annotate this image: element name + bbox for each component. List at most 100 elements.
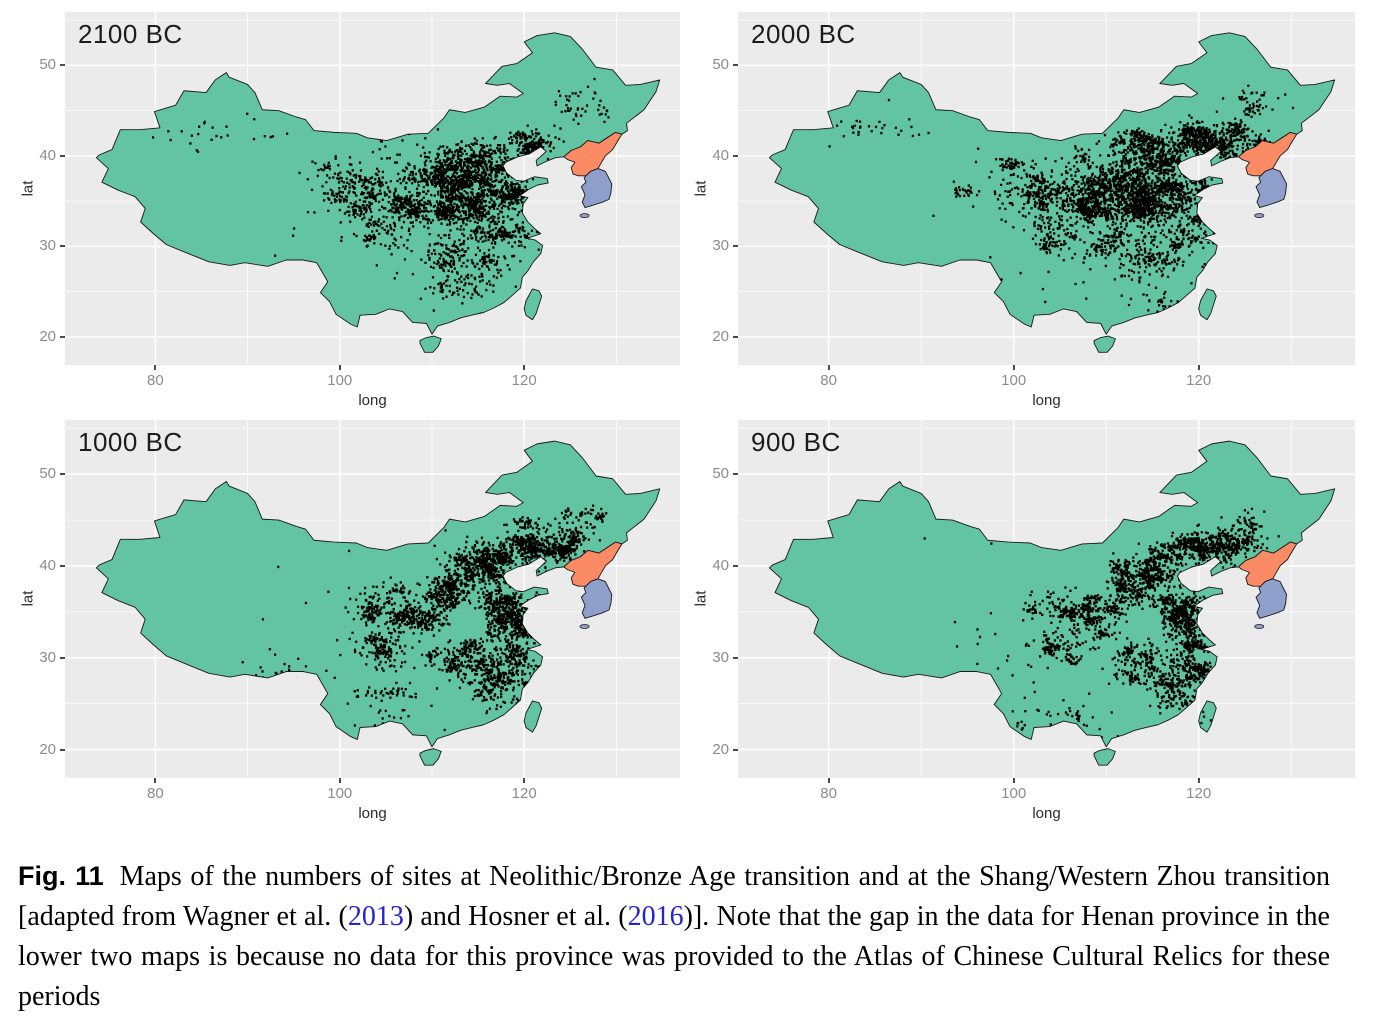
x-tick-label: 120	[1186, 372, 1212, 389]
panel-title: 900 BC	[751, 427, 841, 457]
y-tick-label: 30	[39, 237, 56, 255]
map-svg	[738, 420, 1355, 778]
x-tick-label: 80	[147, 785, 164, 802]
y-tick-mark	[733, 473, 738, 476]
x-tick-mark	[827, 365, 830, 370]
y-tick-label: 30	[39, 648, 56, 666]
caption-text: Maps of the numbers of sites at Neolithi…	[18, 861, 1330, 932]
y-tick-label: 40	[712, 146, 729, 164]
x-tick-mark	[338, 778, 341, 783]
y-tick-label: 30	[712, 237, 729, 255]
x-axis-label: long	[1032, 805, 1061, 822]
hainan-shape	[1093, 748, 1116, 766]
x-tick-mark	[523, 778, 526, 783]
x-tick-mark	[1197, 365, 1200, 370]
y-tick-mark	[733, 748, 738, 751]
y-tick-mark	[60, 335, 65, 338]
y-tick-mark	[733, 564, 738, 567]
y-tick-label: 40	[39, 146, 56, 164]
y-tick-mark	[60, 154, 65, 157]
y-tick-label: 50	[39, 56, 56, 74]
x-tick-mark	[1012, 778, 1015, 783]
x-tick-label: 120	[511, 785, 537, 802]
y-axis-label: lat	[692, 590, 710, 607]
x-tick-mark	[1012, 365, 1015, 370]
figure-caption: Fig. 11 Maps of the numbers of sites at N…	[18, 856, 1330, 1017]
citation-link[interactable]: 2013	[347, 901, 404, 932]
jeju-island-shape	[579, 213, 590, 219]
north-korea-shape	[1237, 541, 1298, 587]
x-tick-label: 120	[511, 372, 537, 389]
jeju-island-shape	[579, 624, 590, 629]
y-tick-label: 40	[39, 556, 56, 574]
map-panel-1000bc: 1000 BC 50 40 30 20 80 100 120 lat long	[18, 408, 680, 826]
map-plot-area	[65, 12, 680, 365]
panel-title: 2000 BC	[751, 19, 856, 49]
hainan-shape	[1093, 335, 1116, 353]
map-plot-area	[65, 420, 680, 778]
x-tick-label: 100	[327, 372, 353, 389]
y-axis-label: lat	[19, 180, 37, 196]
x-tick-mark	[523, 365, 526, 370]
panel-title: 1000 BC	[78, 427, 183, 457]
south-korea-shape	[580, 578, 613, 619]
map-svg	[65, 420, 680, 778]
x-tick-label: 80	[147, 372, 164, 389]
caption-text: ) and Hosner et al. (	[403, 901, 628, 932]
map-svg	[738, 12, 1355, 365]
x-axis-label: long	[358, 805, 387, 822]
x-tick-label: 80	[820, 372, 837, 389]
x-tick-label: 100	[1001, 785, 1027, 802]
site-dots	[151, 77, 610, 315]
china-shape	[95, 32, 661, 335]
south-korea-shape	[1255, 168, 1288, 208]
y-tick-label: 20	[712, 740, 729, 758]
y-tick-mark	[60, 564, 65, 567]
x-tick-mark	[154, 365, 157, 370]
y-tick-label: 50	[712, 56, 729, 74]
y-tick-mark	[60, 245, 65, 248]
y-tick-mark	[733, 335, 738, 338]
x-tick-mark	[154, 778, 157, 783]
taiwan-shape	[523, 288, 543, 321]
south-korea-shape	[580, 168, 613, 208]
y-tick-mark	[733, 245, 738, 248]
x-tick-mark	[827, 778, 830, 783]
y-tick-mark	[60, 473, 65, 476]
taiwan-shape	[523, 700, 543, 733]
map-panel-2100bc: 2100 BC 50 40 30 20 80 100 120 lat long	[18, 0, 680, 412]
hainan-shape	[419, 335, 442, 353]
x-tick-mark	[338, 365, 341, 370]
map-panel-2000bc: 2000 BC 50 40 30 20 80 100 120 lat long	[691, 0, 1355, 412]
hainan-shape	[419, 748, 442, 766]
y-tick-mark	[733, 154, 738, 157]
y-tick-mark	[733, 64, 738, 67]
north-korea-shape	[1237, 131, 1298, 177]
china-shape	[768, 440, 1336, 748]
y-tick-label: 40	[712, 556, 729, 574]
y-tick-mark	[733, 656, 738, 659]
x-tick-label: 120	[1186, 785, 1212, 802]
y-axis-label: lat	[19, 590, 37, 607]
caption-text: )]. Note that the gap in the data for He…	[18, 901, 1330, 1012]
x-tick-label: 100	[327, 785, 353, 802]
y-tick-label: 30	[712, 648, 729, 666]
y-tick-label: 20	[39, 740, 56, 758]
panel-title: 2100 BC	[78, 19, 183, 49]
y-tick-label: 50	[712, 465, 729, 483]
jeju-island-shape	[1254, 624, 1265, 629]
north-korea-shape	[563, 541, 623, 587]
y-tick-label: 20	[39, 327, 56, 345]
x-axis-label: long	[358, 392, 387, 409]
taiwan-shape	[1198, 700, 1217, 733]
citation-link[interactable]: 2016	[627, 901, 684, 932]
map-panel-900bc: 900 BC 50 40 30 20 80 100 120 lat long	[691, 408, 1355, 826]
y-tick-label: 20	[712, 327, 729, 345]
x-tick-mark	[1197, 778, 1200, 783]
x-axis-label: long	[1032, 392, 1061, 409]
y-tick-mark	[60, 748, 65, 751]
map-plot-area	[738, 12, 1355, 365]
north-korea-shape	[563, 131, 623, 177]
south-korea-shape	[1255, 578, 1288, 619]
